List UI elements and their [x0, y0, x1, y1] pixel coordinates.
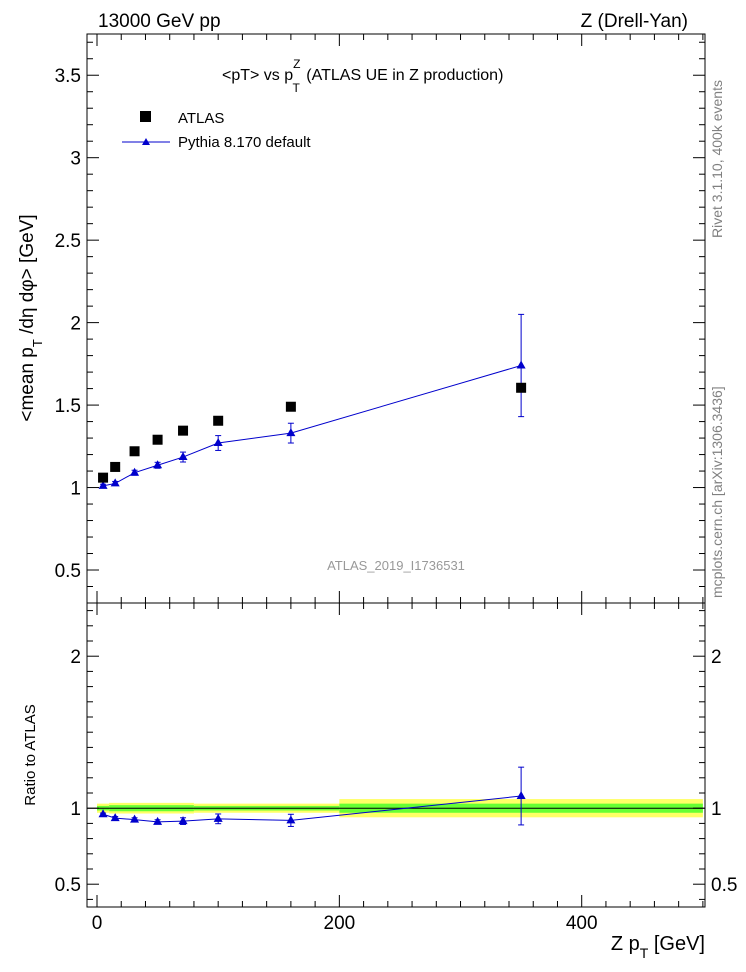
atlas-point — [213, 415, 224, 426]
xlabel-a: Z p — [611, 933, 640, 955]
atlas-point — [129, 446, 140, 457]
atlas-point — [152, 434, 163, 445]
xtick-label: 400 — [566, 913, 598, 934]
atlas-point — [98, 472, 109, 483]
ratio-point — [153, 816, 163, 825]
pythia-point — [286, 428, 296, 437]
ratio-ytick-label-right: 1 — [711, 799, 722, 820]
main-title-post: (ATLAS UE in Z production) — [302, 67, 504, 84]
main-ytick-label: 1.5 — [55, 396, 81, 417]
ratio-point — [178, 816, 188, 825]
legend-pythia-label: Pythia 8.170 default — [178, 134, 311, 151]
ratio-point — [286, 815, 296, 824]
main-title: <pT> vs pZ T (ATLAS UE in Z production) — [222, 57, 503, 95]
main-ylabel-a: <mean p — [17, 347, 38, 421]
xlabel-sub: T — [640, 945, 649, 961]
header-right: Z (Drell-Yan) — [581, 11, 688, 32]
atlas-point — [110, 461, 121, 472]
pythia-point — [110, 478, 120, 487]
ratio-ytick-label: 2 — [70, 647, 81, 668]
main-ytick-label: 3 — [70, 149, 81, 170]
main-title-pre: <pT> vs p — [222, 67, 293, 84]
side-label-rivet: Rivet 3.1.10, 400k events — [709, 80, 725, 238]
ratio-point — [130, 814, 140, 823]
ratio-data-marks — [98, 766, 526, 827]
pythia-point — [213, 438, 223, 447]
xtick-label: 0 — [92, 913, 103, 934]
ratio-point — [98, 809, 108, 818]
pythia-point — [516, 360, 526, 369]
ratio-uncertainty-band — [87, 799, 705, 818]
main-ytick-label: 1 — [70, 479, 81, 500]
xlabel: Z pT [GeV] — [611, 933, 705, 961]
main-data-marks — [98, 313, 527, 489]
main-ylabel: <mean pT /dη dφ> [GeV] — [17, 214, 45, 421]
pythia-point — [130, 467, 140, 476]
main-ytick-label: 0.5 — [55, 561, 81, 582]
ratio-ytick-label-right: 0.5 — [711, 875, 737, 896]
main-ylabel-sub: T — [30, 339, 45, 347]
ratio-ytick-label: 1 — [70, 799, 81, 820]
main-title-sup: Z — [293, 57, 300, 71]
watermark: ATLAS_2019_I1736531 — [327, 558, 465, 573]
atlas-point — [285, 401, 296, 412]
pythia-line — [102, 365, 522, 487]
legend: ATLAS Pythia 8.170 default — [122, 110, 311, 151]
axis-ticks: 0.5 1 1.5 2 2.5 3 3.5 0.5 0.5 1 1 2 2 0 200 400 — [55, 34, 737, 934]
ratio-point — [516, 791, 526, 800]
xtick-label: 200 — [324, 913, 356, 934]
main-ytick-label: 3.5 — [55, 66, 81, 87]
pythia-point — [153, 460, 163, 469]
ratio-plot-frame — [86, 602, 706, 908]
main-ytick-label: 2 — [70, 314, 81, 335]
atlas-point — [516, 382, 527, 393]
legend-pythia-marker — [142, 138, 150, 145]
pythia-point — [178, 452, 188, 461]
side-label-mcplots: mcplots.cern.ch [arXiv:1306.3436] — [709, 386, 725, 598]
atlas-point — [178, 425, 189, 436]
legend-atlas-label: ATLAS — [178, 110, 224, 127]
pythia-point — [98, 480, 108, 489]
ratio-point — [213, 813, 223, 822]
legend-atlas-marker — [140, 111, 151, 122]
main-ylabel-b: /dη dφ> [GeV] — [17, 214, 38, 339]
main-ytick-label: 2.5 — [55, 231, 81, 252]
header-left: 13000 GeV pp — [98, 11, 221, 32]
ratio-ytick-label-right: 2 — [711, 647, 722, 668]
ratio-line — [102, 795, 522, 823]
ratio-ytick-label: 0.5 — [55, 875, 81, 896]
xlabel-b: [GeV] — [648, 933, 705, 955]
ratio-ylabel: Ratio to ATLAS — [22, 704, 39, 805]
ratio-point — [110, 813, 120, 822]
main-title-sub: T — [293, 81, 301, 95]
